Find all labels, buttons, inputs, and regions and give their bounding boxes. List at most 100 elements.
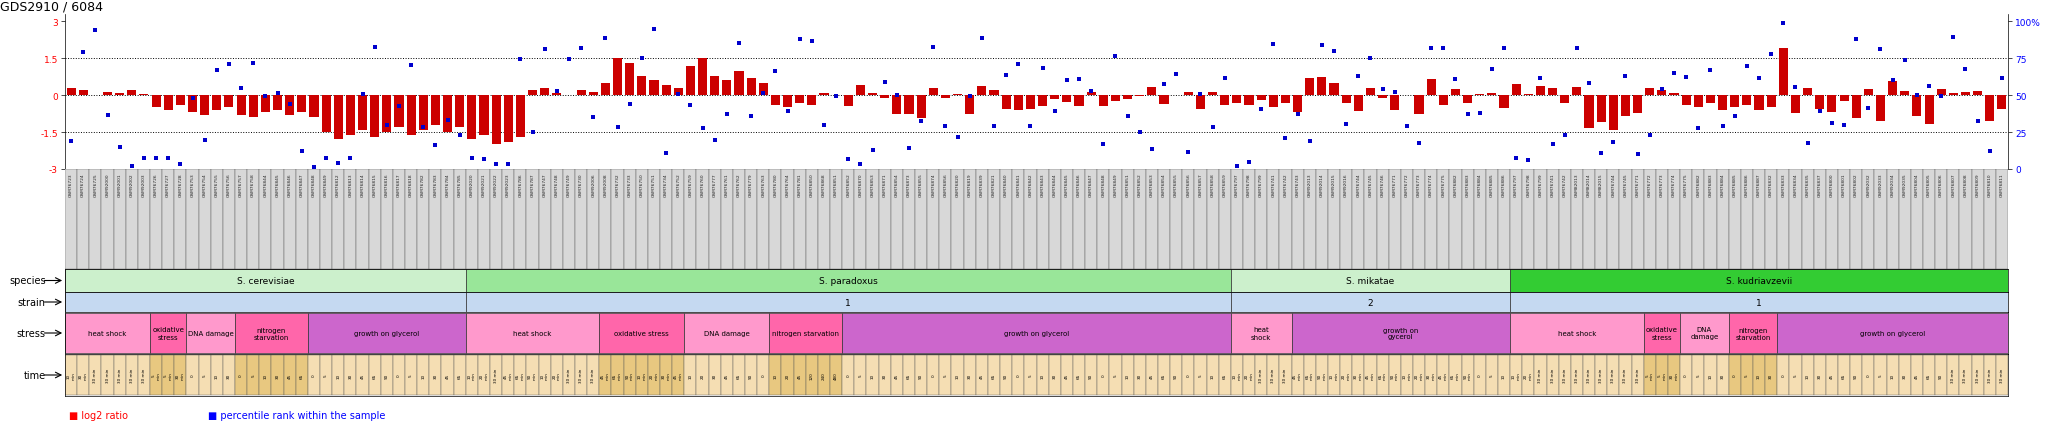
Point bbox=[723, 40, 756, 47]
Bar bbox=[842, 313, 1231, 353]
Text: GSM76798: GSM76798 bbox=[1526, 173, 1530, 196]
Text: 10: 10 bbox=[1708, 372, 1712, 378]
Bar bbox=[1270, 96, 1278, 108]
Point bbox=[1888, 58, 1921, 65]
Bar bbox=[1110, 170, 1122, 270]
Text: 45: 45 bbox=[1065, 372, 1069, 378]
Bar bbox=[745, 170, 758, 270]
Bar bbox=[1110, 355, 1122, 395]
Point bbox=[1329, 121, 1362, 128]
Text: GSM76741: GSM76741 bbox=[1550, 173, 1554, 196]
Bar bbox=[283, 170, 295, 270]
Bar bbox=[272, 355, 283, 395]
Point bbox=[1124, 129, 1157, 136]
Bar bbox=[1147, 88, 1157, 96]
Point bbox=[225, 85, 258, 92]
Text: GSM76821: GSM76821 bbox=[991, 173, 995, 196]
Text: GSM76779: GSM76779 bbox=[750, 173, 754, 196]
Bar bbox=[162, 170, 174, 270]
Bar bbox=[430, 170, 442, 270]
Bar bbox=[1110, 96, 1120, 102]
Text: GSM76820: GSM76820 bbox=[956, 173, 961, 196]
Bar bbox=[442, 170, 453, 270]
Text: heat shock: heat shock bbox=[1559, 330, 1595, 336]
Bar bbox=[406, 170, 418, 270]
Bar bbox=[563, 355, 575, 395]
Point bbox=[952, 94, 985, 101]
Bar bbox=[1061, 170, 1073, 270]
Point bbox=[90, 112, 123, 119]
Bar bbox=[1925, 96, 1933, 125]
Text: 90: 90 bbox=[385, 372, 389, 378]
Text: 30
min: 30 min bbox=[1354, 371, 1362, 379]
Bar bbox=[1620, 355, 1632, 395]
Bar bbox=[905, 96, 913, 115]
Text: GSM76832: GSM76832 bbox=[1769, 173, 1774, 196]
Point bbox=[1184, 91, 1217, 98]
Text: time: time bbox=[23, 370, 45, 380]
Point bbox=[1051, 77, 1083, 84]
Bar bbox=[1997, 170, 2007, 270]
Text: GSM76758: GSM76758 bbox=[252, 173, 256, 196]
Bar bbox=[623, 355, 635, 395]
Bar bbox=[940, 355, 952, 395]
Bar bbox=[758, 170, 770, 270]
Bar bbox=[260, 170, 272, 270]
Bar bbox=[393, 355, 406, 395]
Point bbox=[881, 92, 913, 99]
Text: 45: 45 bbox=[979, 372, 983, 378]
Bar bbox=[465, 313, 600, 353]
Text: GSM76745: GSM76745 bbox=[1368, 173, 1372, 196]
Point bbox=[1475, 66, 1507, 73]
Text: GSM76799: GSM76799 bbox=[1538, 173, 1542, 196]
Bar bbox=[526, 170, 539, 270]
Bar bbox=[1425, 355, 1438, 395]
Bar bbox=[842, 355, 854, 395]
Text: GSM76886: GSM76886 bbox=[1745, 173, 1749, 196]
Text: 10: 10 bbox=[1757, 372, 1761, 378]
Bar bbox=[1219, 355, 1231, 395]
Text: GSM76870: GSM76870 bbox=[858, 173, 862, 196]
Point bbox=[760, 69, 793, 76]
Point bbox=[1669, 75, 1702, 82]
Bar bbox=[1231, 293, 1509, 312]
Text: ■ percentile rank within the sample: ■ percentile rank within the sample bbox=[209, 410, 385, 420]
Point bbox=[1208, 76, 1241, 82]
Point bbox=[68, 50, 100, 57]
Text: GSM76799: GSM76799 bbox=[1260, 173, 1264, 196]
Bar bbox=[854, 170, 866, 270]
Bar bbox=[1231, 355, 1243, 395]
Bar bbox=[1268, 170, 1280, 270]
Bar bbox=[1280, 355, 1292, 395]
Text: GSM76775: GSM76775 bbox=[1442, 173, 1446, 196]
Point bbox=[1839, 37, 1872, 44]
Bar bbox=[551, 170, 563, 270]
Bar bbox=[1305, 355, 1315, 395]
Text: GSM76846: GSM76846 bbox=[287, 173, 291, 196]
Text: 2: 2 bbox=[1368, 298, 1374, 307]
Bar bbox=[319, 170, 332, 270]
Bar bbox=[829, 355, 842, 395]
Point bbox=[1014, 123, 1047, 130]
Bar bbox=[1413, 170, 1425, 270]
Text: 65
min: 65 min bbox=[516, 371, 524, 379]
Bar bbox=[272, 170, 283, 270]
Bar bbox=[152, 96, 160, 108]
Point bbox=[1100, 53, 1133, 60]
Bar bbox=[1462, 355, 1475, 395]
Point bbox=[1548, 132, 1581, 139]
Text: GSM76847: GSM76847 bbox=[1090, 173, 1094, 196]
Bar bbox=[90, 355, 102, 395]
Bar bbox=[1075, 96, 1083, 107]
Bar bbox=[1122, 96, 1133, 100]
Bar bbox=[745, 355, 758, 395]
Point bbox=[819, 93, 852, 100]
Bar bbox=[1487, 94, 1497, 96]
Bar bbox=[1169, 170, 1182, 270]
Bar bbox=[1085, 355, 1098, 395]
Point bbox=[1755, 51, 1788, 58]
Text: GSM76848: GSM76848 bbox=[311, 173, 315, 196]
Bar bbox=[1292, 355, 1305, 395]
Bar bbox=[649, 81, 659, 96]
Text: 65
min: 65 min bbox=[612, 371, 623, 379]
